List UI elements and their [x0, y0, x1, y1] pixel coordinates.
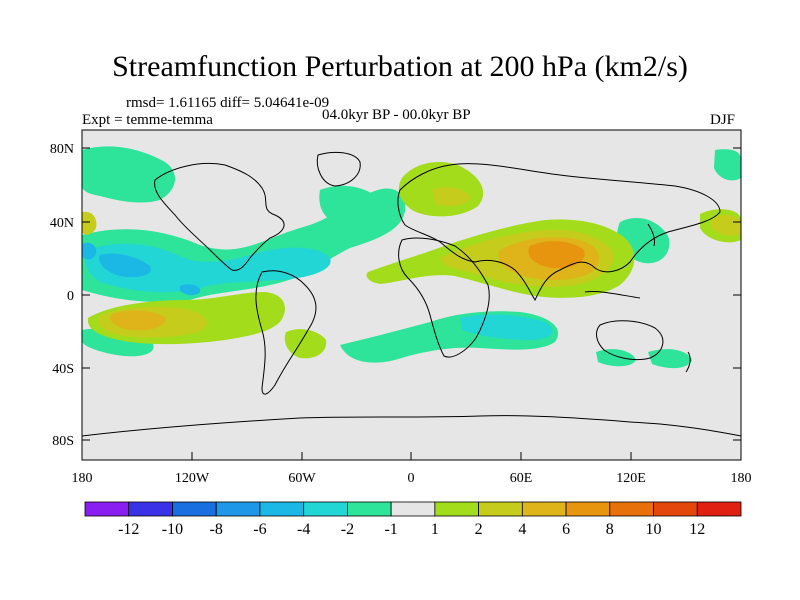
lon-label: 0	[408, 471, 415, 486]
colorbar-labels: -12 -10 -8 -6 -4 -2 -1 1 2 4 6 8 10 12	[118, 521, 705, 538]
contour-europe-yellow	[432, 187, 470, 206]
colorbar-label: -6	[253, 521, 266, 538]
axis-ticks	[81, 147, 742, 460]
coast-south-america	[255, 270, 317, 395]
coast-europe-asia	[397, 163, 721, 302]
coast-indonesia	[584, 291, 641, 299]
colorbar-swatch	[478, 501, 523, 517]
colorbar-label: -12	[118, 521, 139, 538]
colorbar-label: -1	[384, 521, 397, 538]
colorbar-swatch	[84, 501, 130, 517]
lat-label: 40S	[52, 362, 74, 377]
colorbar-swatch	[653, 501, 698, 517]
colorbar-label: 1	[431, 521, 439, 538]
colorbar-label: -8	[210, 521, 223, 538]
contour-north-america-green	[82, 146, 176, 203]
colorbar-swatch	[172, 501, 217, 517]
lon-label: 180	[731, 471, 752, 486]
colorbar-label: 10	[646, 521, 662, 538]
colorbar-swatch	[434, 501, 480, 517]
experiment-label: Expt = temme-temma	[82, 112, 213, 128]
colorbar-label: 2	[475, 521, 483, 538]
colorbar-swatch	[521, 501, 567, 517]
colorbar-swatch	[565, 501, 611, 517]
colorbar-label: 4	[518, 521, 526, 538]
contour-atlantic-green	[319, 185, 380, 225]
lon-label: 60E	[510, 471, 533, 486]
contour-nz-green	[648, 349, 692, 369]
colorbar-swatch	[390, 501, 436, 517]
contour-japan-green	[630, 224, 664, 250]
stats-line: rmsd= 1.61165 diff= 5.04641e-09	[126, 95, 330, 111]
lat-label: 80S	[52, 434, 74, 449]
contour-asia-orange	[528, 241, 585, 269]
colorbar	[84, 501, 742, 517]
contour-left-edge-yellow	[82, 211, 97, 235]
lat-labels: 80N 40N 0 40S 80S	[50, 142, 74, 449]
coast-new-zealand	[685, 351, 691, 373]
coast-greenland	[316, 151, 361, 187]
colorbar-label: 8	[606, 521, 614, 538]
coast-japan	[647, 223, 655, 247]
lon-labels: 180 120W 60W 0 60E 120E 180	[72, 471, 752, 486]
contour-pacific-blue	[99, 253, 151, 278]
lon-label: 180	[72, 471, 93, 486]
colorbar-swatch	[609, 501, 654, 517]
lat-label: 80N	[50, 142, 74, 157]
map-title: Streamfunction Perturbation at 200 hPa (…	[112, 50, 688, 83]
colorbar-label: -2	[341, 521, 354, 538]
contour-pacific-cyan	[85, 243, 331, 293]
lat-label: 40N	[50, 216, 74, 231]
colorbar-label: 12	[689, 521, 705, 538]
colorbar-swatch	[259, 501, 305, 517]
period-label: 04.0kyr BP - 00.0kyr BP	[322, 107, 471, 123]
colorbar-swatch	[128, 501, 173, 517]
colorbar-swatch	[303, 501, 348, 517]
contour-fields	[82, 146, 741, 369]
season-label: DJF	[710, 112, 736, 128]
contour-right-edge-yellow	[712, 215, 741, 236]
contour-arctic-green	[714, 149, 741, 181]
coast-australia	[596, 320, 664, 361]
coast-antarctica	[82, 415, 741, 437]
lon-label: 120E	[616, 471, 646, 486]
lon-label: 120W	[175, 471, 210, 486]
colorbar-label: 6	[562, 521, 570, 538]
contour-australia-green	[596, 349, 636, 367]
coastlines	[82, 151, 741, 437]
lat-label: 0	[67, 289, 74, 304]
lon-label: 60W	[288, 471, 316, 486]
colorbar-swatch	[346, 501, 392, 517]
colorbar-swatch	[215, 501, 261, 517]
coast-africa	[398, 237, 490, 358]
contour-pacific-blue-small	[180, 284, 201, 296]
colorbar-label: -10	[162, 521, 183, 538]
colorbar-swatch	[696, 501, 742, 517]
contour-southern-cyan	[460, 314, 553, 340]
coast-north-america	[154, 162, 285, 271]
colorbar-label: -4	[297, 521, 310, 538]
contour-south-pacific-gold	[110, 310, 167, 331]
contour-left-edge-blue	[82, 242, 97, 260]
